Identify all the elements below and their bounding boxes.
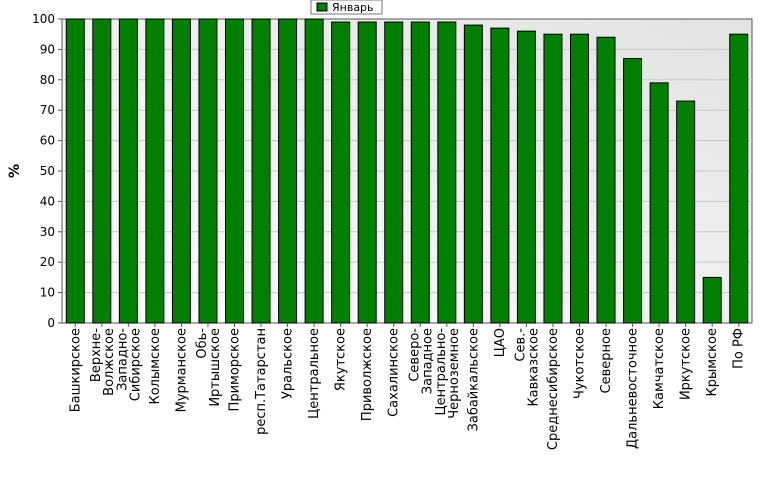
x-tick-label: Северное (599, 328, 614, 393)
bar (251, 18, 271, 324)
bar (225, 18, 244, 324)
x-tick-label: Центральное (307, 328, 322, 419)
bar (118, 18, 138, 324)
x-tick-label: Западно-Сибирское (115, 328, 143, 402)
x-tick-label: Дальневосточное (626, 328, 641, 449)
x-tick-label: Забайкальское (466, 328, 481, 431)
legend: Январь (310, 0, 383, 15)
x-tick-label: респ.Татарстан (254, 328, 269, 435)
bar (463, 24, 483, 324)
bar (278, 18, 298, 324)
y-tick-label: 100 (32, 12, 55, 26)
y-tick-label: 80 (40, 73, 55, 87)
x-tick-label: ЦАО (493, 328, 508, 357)
legend-box (310, 0, 383, 15)
legend-swatch (316, 2, 328, 12)
bar (65, 18, 85, 324)
x-tick-label: Приморское (228, 328, 243, 411)
legend-label: Январь (332, 1, 374, 14)
bar (516, 30, 536, 324)
bar (92, 18, 112, 324)
bar (570, 33, 589, 324)
bar (623, 58, 643, 324)
x-tick-label: Среднесибирское (546, 328, 561, 450)
y-tick-label: 70 (40, 103, 55, 117)
y-tick-label: 20 (40, 255, 55, 269)
bars (65, 18, 749, 324)
bar (304, 18, 324, 324)
bar (596, 36, 616, 324)
x-tick-label: Приволжское (360, 328, 375, 421)
bar (702, 276, 722, 324)
bar (410, 21, 430, 324)
x-tick-label: Верхне-Волжское (89, 328, 117, 396)
bar (543, 33, 563, 324)
bar (198, 18, 218, 324)
x-tick-label: Центрально-Черноземное (434, 328, 462, 419)
x-tick-label: Северо-Западное (407, 328, 435, 395)
x-tick-label: Сев.-Кавказское (513, 328, 541, 407)
y-axis: 0 10 20 30 40 50 60 70 80 90 100 (32, 12, 62, 330)
y-tick-label: 50 (40, 164, 55, 178)
x-tick-label: Колымское (148, 328, 163, 405)
y-tick-label: 0 (47, 316, 55, 330)
x-tick-label: По РФ (732, 328, 747, 369)
bar (437, 21, 457, 324)
y-tick-label: 30 (40, 225, 55, 239)
bar (331, 21, 351, 324)
bar (357, 21, 377, 324)
y-axis-label: % (7, 164, 23, 178)
x-tick-label: Мурманское (174, 328, 189, 412)
y-tick-label: 40 (40, 194, 55, 208)
y-tick-label: 90 (40, 42, 55, 56)
x-tick-label: Камчатское (652, 328, 667, 409)
y-tick-label: 10 (40, 286, 55, 300)
bar (649, 82, 669, 324)
bar (676, 100, 696, 324)
bar (490, 27, 510, 324)
bar (171, 18, 191, 324)
bar (145, 18, 165, 324)
x-tick-label: Башкирское (68, 328, 83, 412)
bar (729, 33, 749, 324)
x-tick-label: Сахалинское (387, 328, 402, 417)
x-axis: Башкирское Верхне-ВолжскоеЗападно-Сибирск… (68, 323, 747, 450)
x-tick-label: Чукотское (573, 328, 588, 399)
x-tick-label: Уральское (281, 328, 296, 399)
x-tick-label: Крымское (705, 328, 720, 397)
y-tick-label: 60 (40, 134, 55, 148)
x-tick-label: Якутское (334, 328, 349, 391)
x-tick-label: Обь-Иртышское (195, 328, 223, 407)
x-tick-label: Иркутское (679, 328, 694, 400)
bar (384, 21, 404, 324)
